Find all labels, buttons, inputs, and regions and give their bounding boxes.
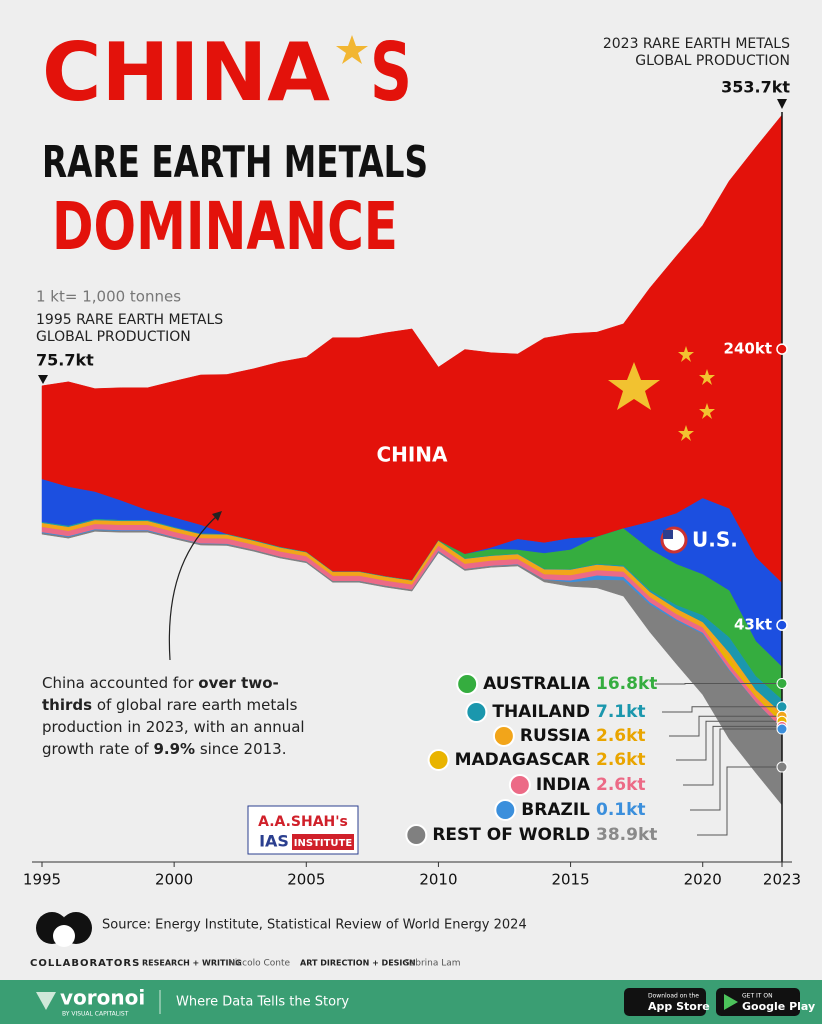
connector	[690, 728, 782, 811]
start-marker	[38, 375, 48, 384]
value-label: 38.9kt	[596, 825, 657, 845]
title-star	[336, 35, 368, 64]
x-tick-label: 2023	[763, 871, 801, 889]
note-text: since 2013.	[195, 740, 287, 758]
google-play-button[interactable]: GET IT ON Google Play	[716, 988, 815, 1016]
x-tick-label: 2015	[551, 871, 589, 889]
legend-label: RUSSIA	[520, 726, 591, 746]
end-dot	[776, 343, 788, 355]
x-tick-label: 2000	[155, 871, 193, 889]
flag-canton	[663, 530, 673, 539]
source: Source: Energy Institute, Statistical Re…	[102, 918, 527, 933]
value-label: 0.1kt	[596, 800, 646, 820]
app-store-button[interactable]: Download on the App Store	[624, 988, 710, 1016]
credit-name: Sabrina Lam	[404, 959, 461, 969]
legend-label: INDIA	[536, 775, 591, 795]
value-label: 2.6kt	[596, 726, 646, 746]
end-dot	[776, 723, 788, 735]
x-tick-label: 2010	[419, 871, 457, 889]
title-line: CHINA	[42, 26, 330, 119]
note-text: China accounted for	[42, 674, 199, 692]
x-tick-label: 1995	[23, 871, 61, 889]
connector	[662, 706, 782, 713]
connector	[676, 720, 782, 761]
end-label-box: 2023 RARE EARTH METALS GLOBAL PRODUCTION	[602, 36, 790, 69]
value-label: 7.1kt	[596, 702, 646, 722]
button-text: Google Play	[742, 1000, 815, 1013]
start-value: 75.7kt	[36, 351, 94, 370]
flag	[405, 824, 428, 846]
connector	[655, 682, 782, 685]
end-label: 2023 RARE EARTH METALS GLOBAL PRODUCTION	[602, 36, 790, 69]
title-line: S	[370, 26, 412, 119]
china-flag-stars	[608, 346, 715, 441]
x-tick-label: 2020	[684, 871, 722, 889]
x-tick-label: 2005	[287, 871, 325, 889]
connector	[697, 766, 782, 836]
flag	[492, 725, 515, 747]
credit-role: ART DIRECTION + DESIGN	[300, 959, 416, 968]
value-label: 43kt	[734, 616, 772, 634]
start-label-box: 1995 RARE EARTH METALS GLOBAL PRODUCTION	[36, 312, 224, 345]
title-line: DOMINANCE	[52, 188, 398, 265]
end-dot	[776, 619, 788, 631]
logo	[36, 912, 92, 947]
connector	[669, 715, 782, 737]
note: China accounted for over two-thirds of g…	[42, 672, 312, 760]
watermark: A.A.SHAH's IAS INSTITUTE	[247, 805, 359, 855]
button-text: App Store	[648, 1000, 710, 1013]
unit-note: 1 kt= 1,000 tonnes	[36, 288, 181, 306]
note-emphasis: 9.9%	[153, 740, 196, 758]
end-dot	[776, 701, 788, 713]
legend-label: BRAZIL	[521, 800, 590, 820]
flag	[508, 774, 531, 796]
footer-brand-sub: BY VISUAL CAPITALIST	[62, 1011, 129, 1018]
legend-label: MADAGASCAR	[455, 750, 590, 770]
flag	[427, 749, 450, 771]
flag	[456, 673, 479, 695]
legend-label: REST OF WORLD	[432, 825, 590, 845]
start-label: 1995 RARE EARTH METALS GLOBAL PRODUCTION	[36, 312, 224, 345]
end-dot	[776, 761, 788, 773]
end-dot	[776, 677, 788, 689]
button-small: Download on the	[648, 993, 699, 1000]
series-label: U.S.	[692, 528, 738, 552]
value-label: 16.8kt	[596, 674, 657, 694]
flag	[494, 799, 517, 821]
watermark-text: A.A.SHAH's	[258, 814, 348, 830]
credit-role: RESEARCH + WRITING	[142, 959, 242, 968]
note-arrowhead	[212, 511, 222, 521]
footer-brand: voronoi	[60, 986, 145, 1010]
end-value: 353.7kt	[721, 78, 790, 97]
button-small: GET IT ON	[742, 993, 773, 1000]
watermark-text: IAS	[259, 832, 289, 851]
value-label: 240kt	[724, 340, 772, 358]
footer-logo	[36, 992, 56, 1010]
title-line: RARE EARTH METALS	[42, 137, 428, 188]
legend-label: THAILAND	[492, 702, 590, 722]
note-emphasis: over two-thirds	[42, 674, 279, 714]
end-marker	[777, 99, 787, 109]
watermark-text: INSTITUTE	[294, 838, 353, 849]
annotations: 1995 2000 2005 2010 2015 2020 2023 CHINA 240kt U.…	[23, 112, 801, 889]
note-arrow	[168, 514, 219, 661]
legend-label: AUSTRALIA	[483, 674, 591, 694]
value-label: 2.6kt	[596, 775, 646, 795]
footer-tagline: Where Data Tells the Story	[176, 995, 349, 1010]
credit-name: Niccolo Conte	[228, 959, 291, 969]
series-label: CHINA	[376, 443, 448, 467]
value-label: 2.6kt	[596, 750, 646, 770]
flag	[465, 701, 488, 723]
note-text: of global rare earth metals production i…	[42, 696, 305, 758]
connector	[683, 725, 782, 786]
credits-heading: COLLABORATORS	[30, 958, 140, 969]
